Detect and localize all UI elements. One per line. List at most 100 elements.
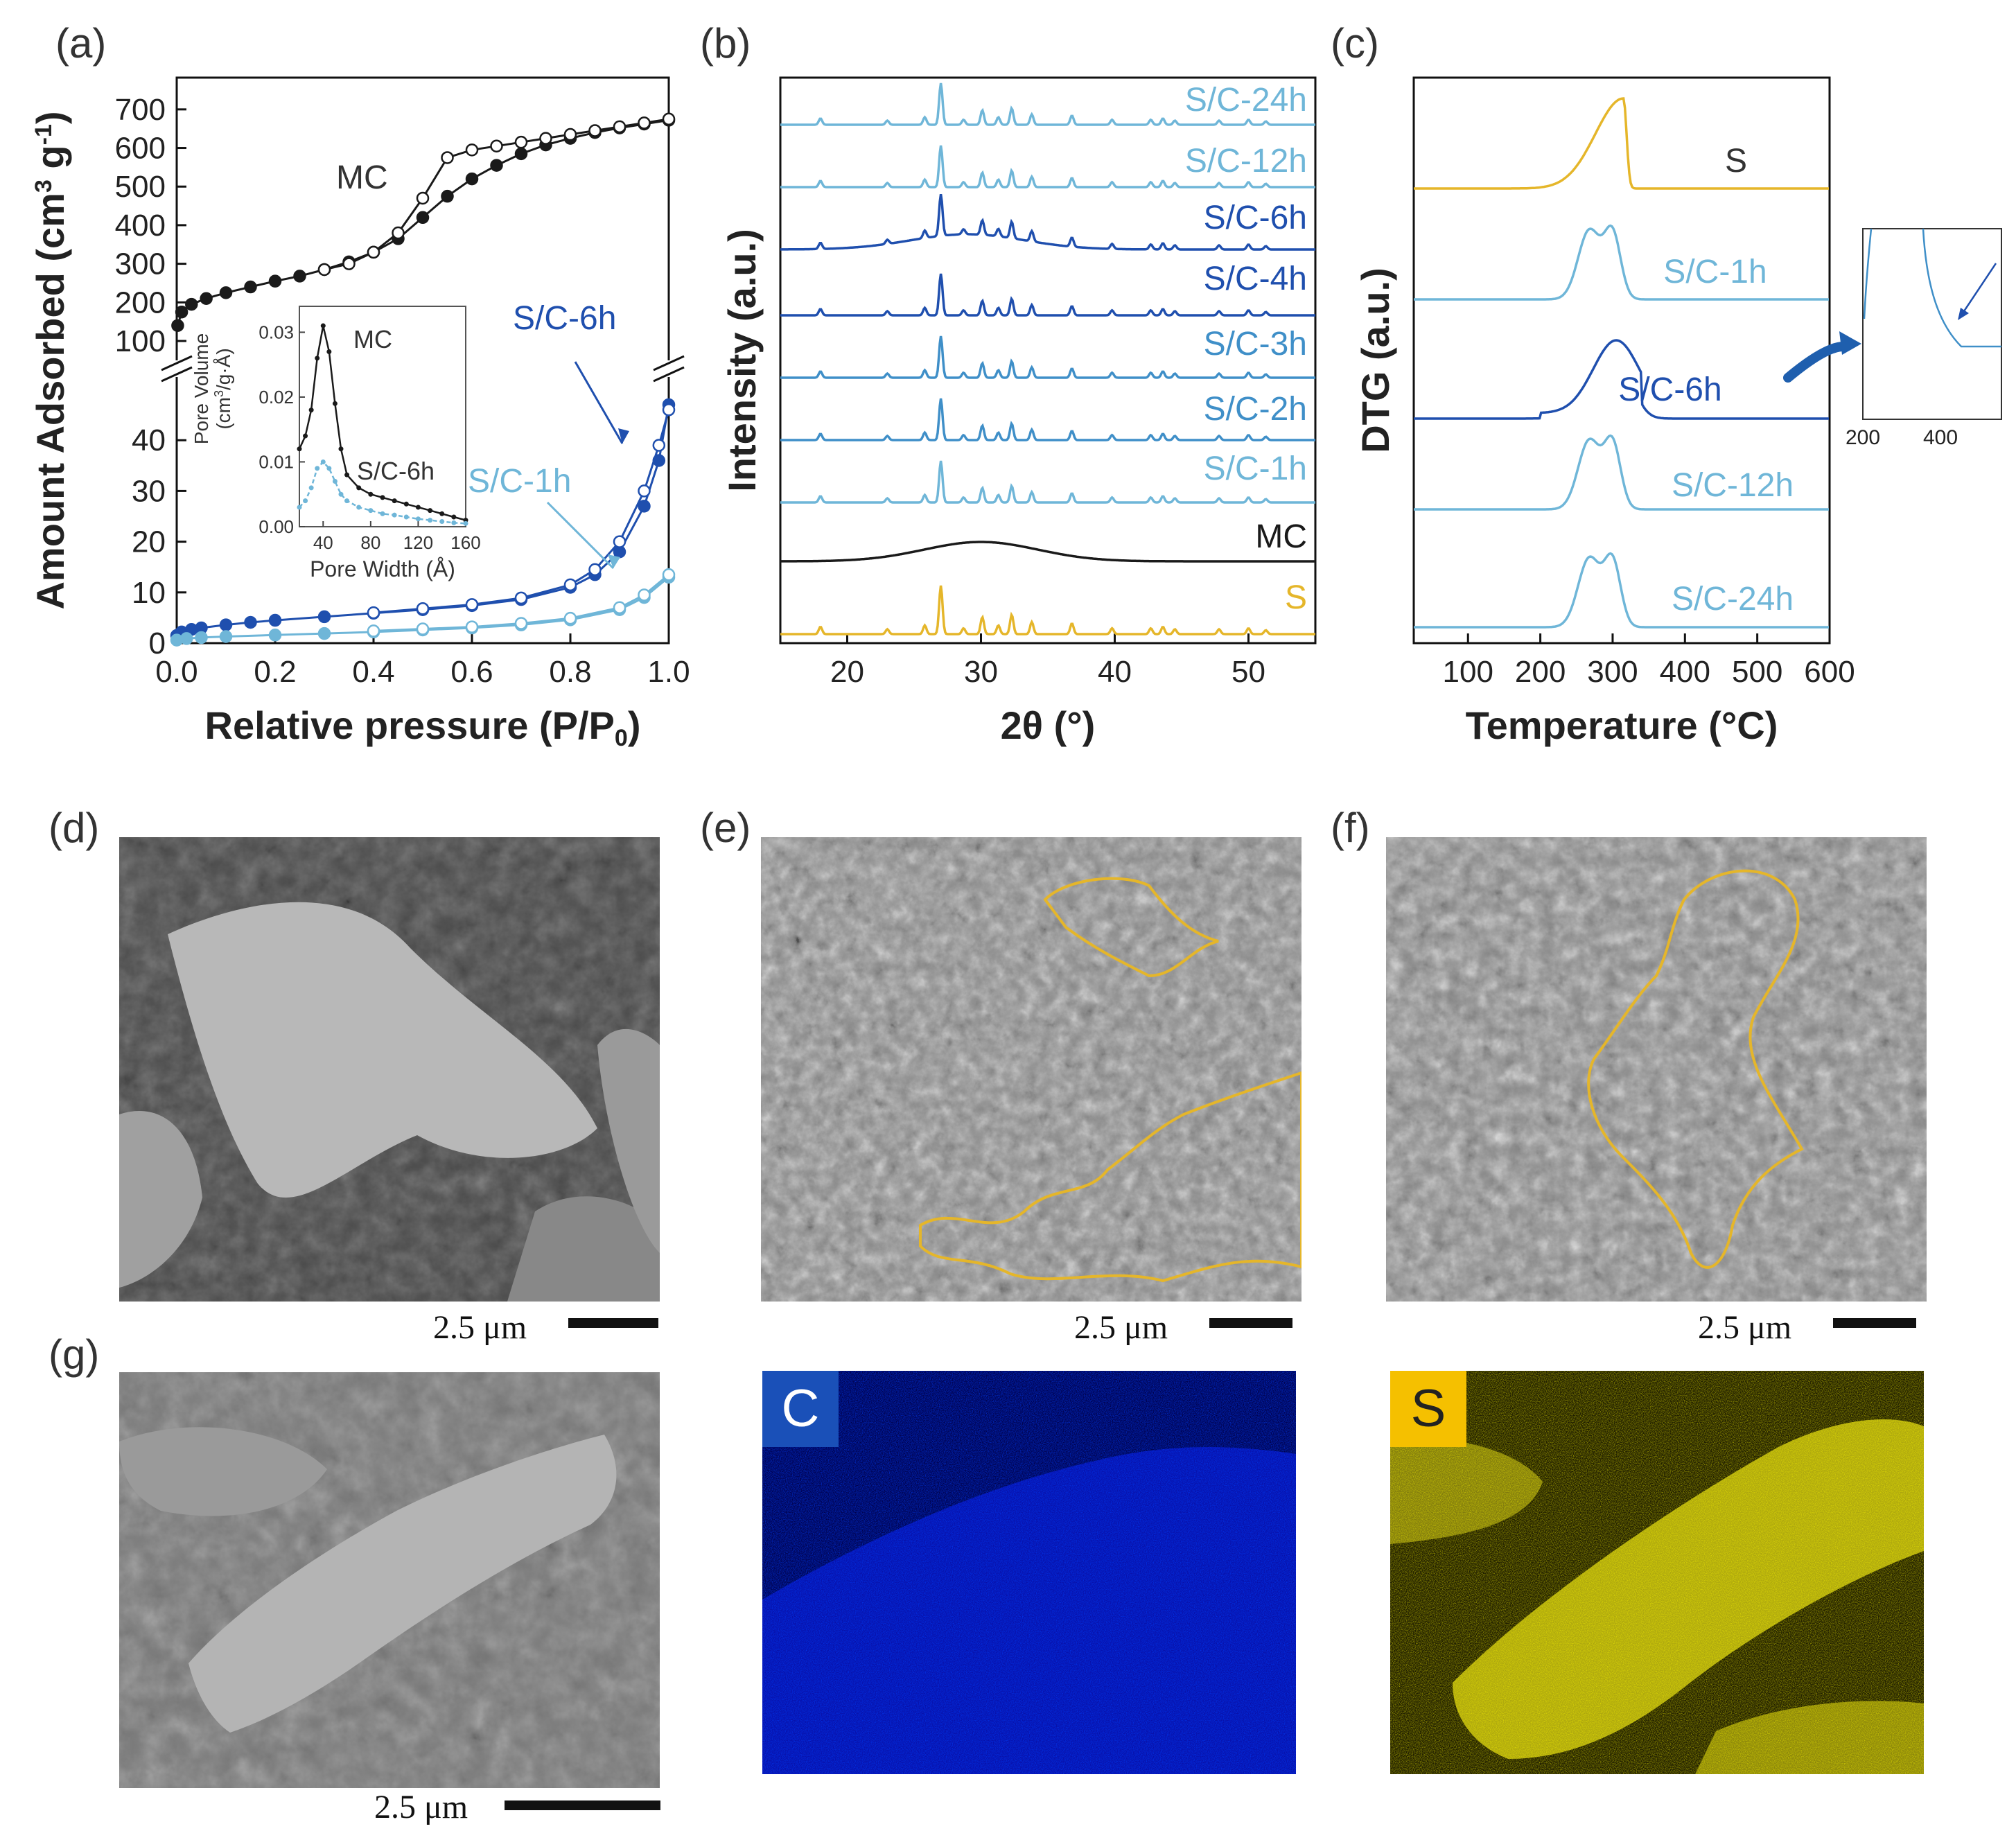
chart-a-inset-ylabel-1: Pore Volume — [191, 333, 212, 444]
chart-c-inset-trace — [1922, 228, 2001, 348]
chart-a-point — [514, 135, 528, 149]
chart-a-annot-sc1h: S/C-1h — [468, 463, 571, 500]
chart-a-point — [465, 172, 479, 186]
chart-b-xtick-label: 50 — [1231, 655, 1265, 689]
chart-a-inset-point — [320, 459, 326, 464]
scalebar-label-e: 2.5 μm — [1074, 1309, 1168, 1346]
chart-a-xlabel-sub: 0 — [615, 725, 628, 751]
chart-a-inset-point — [368, 508, 374, 514]
chart-a-inset-ylabel-end: /g·Å) — [213, 348, 234, 390]
chart-a-inset-ytick-label: 0.00 — [258, 516, 294, 537]
chart-a-ytick-label: 400 — [115, 209, 166, 243]
chart-c-inset-arrowhead — [1958, 308, 1969, 320]
scalebar-f — [1833, 1318, 1916, 1328]
chart-c-inset-trace — [1863, 228, 1873, 319]
chart-a-point — [441, 151, 454, 164]
eds-map-carbon: C — [762, 1371, 1296, 1774]
chart-a-arrowhead-1h — [608, 554, 620, 568]
chart-a-point — [317, 263, 331, 277]
eds-map-sulfur: S — [1390, 1371, 1924, 1774]
chart-a-point — [219, 630, 233, 643]
chart-a-point — [268, 274, 282, 288]
chart-a-inset-point — [338, 491, 344, 497]
scalebar-label-d: 2.5 μm — [433, 1309, 527, 1346]
chart-b-trace — [780, 82, 1315, 126]
sem-image-e — [761, 837, 1301, 1302]
chart-a-point — [638, 484, 651, 498]
scalebar-label-g: 2.5 μm — [374, 1789, 468, 1825]
chart-a-point — [613, 601, 626, 615]
scalebar-d — [568, 1318, 658, 1328]
chart-b-series-label: MC — [1255, 518, 1307, 555]
chart-a-point — [465, 598, 479, 611]
chart-a-xtick-label: 0.8 — [549, 655, 591, 689]
chart-a-inset-xtick-label: 80 — [360, 532, 380, 553]
chart-a-inset-point — [332, 479, 338, 484]
chart-b-xlabel: 2θ (°) — [1001, 703, 1096, 747]
sem-image-d — [119, 837, 660, 1302]
chart-a-arrowhead-6h — [618, 428, 629, 444]
chart-a-ytick-label: 600 — [115, 132, 166, 166]
chart-a-point — [392, 226, 405, 240]
chart-c-dtg: 100 200 300 400 500 600 Temperature (°C) DTG (a… — [1353, 76, 2002, 747]
chart-c-inset-xtick-label: 400 — [1923, 426, 1958, 449]
chart-a-inset-point — [297, 505, 302, 510]
chart-a-ylabel-g: g — [28, 145, 72, 179]
chart-a-point — [367, 624, 380, 638]
chart-b-series-label: S/C-2h — [1204, 391, 1307, 428]
chart-a-xtick-label: 0.4 — [352, 655, 394, 689]
figure-charts: 0.0 0.2 0.4 0.6 0.8 1.00102030401002003004005… — [28, 76, 2002, 751]
chart-b-series-label: S/C-12h — [1185, 143, 1307, 179]
chart-a-inset-label-mc: MC — [353, 325, 392, 353]
chart-a-point — [490, 139, 503, 153]
chart-a-inset-xtick-label: 40 — [313, 532, 333, 553]
chart-c-trace — [1414, 97, 1829, 190]
chart-a-point — [293, 270, 306, 283]
chart-a-inset-point — [326, 349, 332, 354]
chart-a-ytick-label: 30 — [132, 474, 166, 508]
chart-a-ytick-label: 20 — [132, 525, 166, 559]
chart-a-xlabel-end: ) — [628, 703, 641, 747]
chart-a-inset-point — [428, 508, 433, 514]
chart-c-xlabel: Temperature (°C) — [1466, 703, 1778, 747]
chart-a-inset-point — [451, 514, 457, 520]
chart-c-series-label: S/C-6h — [1618, 371, 1721, 408]
chart-c-ylabel: DTG (a.u.) — [1353, 268, 1397, 453]
chart-a-inset-point — [463, 520, 468, 526]
chart-b-series-label: S/C-1h — [1204, 450, 1307, 487]
chart-a-point — [367, 606, 380, 620]
chart-a-xtick-label: 0.2 — [254, 655, 296, 689]
chart-a-inset-point — [315, 466, 320, 471]
chart-a-break-mark — [653, 366, 685, 383]
chart-a-point — [662, 403, 676, 417]
chart-a-point — [638, 116, 651, 130]
chart-c-inset-arrow — [1960, 263, 1997, 316]
chart-a-point — [175, 305, 189, 319]
chart-a-ytick-label: 200 — [115, 286, 166, 319]
chart-a-point — [588, 124, 602, 137]
chart-a-point — [563, 611, 577, 625]
chart-b-trace — [780, 145, 1315, 189]
chart-c-zoom-arrow — [1783, 342, 1848, 383]
chart-c-series-label: S/C-1h — [1663, 254, 1767, 290]
chart-a-ylabel-sup: -1 — [30, 124, 57, 145]
chart-b-trace — [780, 460, 1315, 504]
scalebar-e — [1209, 1318, 1292, 1328]
chart-a-ytick-label: 700 — [115, 93, 166, 127]
chart-a-inset-point — [344, 472, 350, 477]
chart-a-point — [465, 143, 479, 157]
chart-b-xrd: 20 30 40 50 2θ (°) Intensity (a.u.) S/C-24h S/C… — [720, 76, 1317, 747]
chart-c-series-label: S/C-24h — [1672, 581, 1794, 617]
chart-c-xtick-label: 300 — [1587, 655, 1638, 689]
chart-a-point — [514, 591, 528, 605]
chart-a-inset-point — [315, 356, 320, 361]
chart-a-inset-point — [297, 446, 302, 452]
chart-a-ytick-label: 300 — [115, 247, 166, 281]
chart-a-point — [662, 112, 676, 126]
chart-c-inset-xtick-label: 200 — [1846, 426, 1880, 449]
chart-a-ylabel-end: ) — [28, 111, 72, 124]
chart-c-xtick-label: 500 — [1732, 655, 1782, 689]
chart-a-point — [317, 627, 331, 640]
chart-a-inset-point — [303, 498, 308, 504]
chart-a-break-mark — [161, 355, 193, 371]
